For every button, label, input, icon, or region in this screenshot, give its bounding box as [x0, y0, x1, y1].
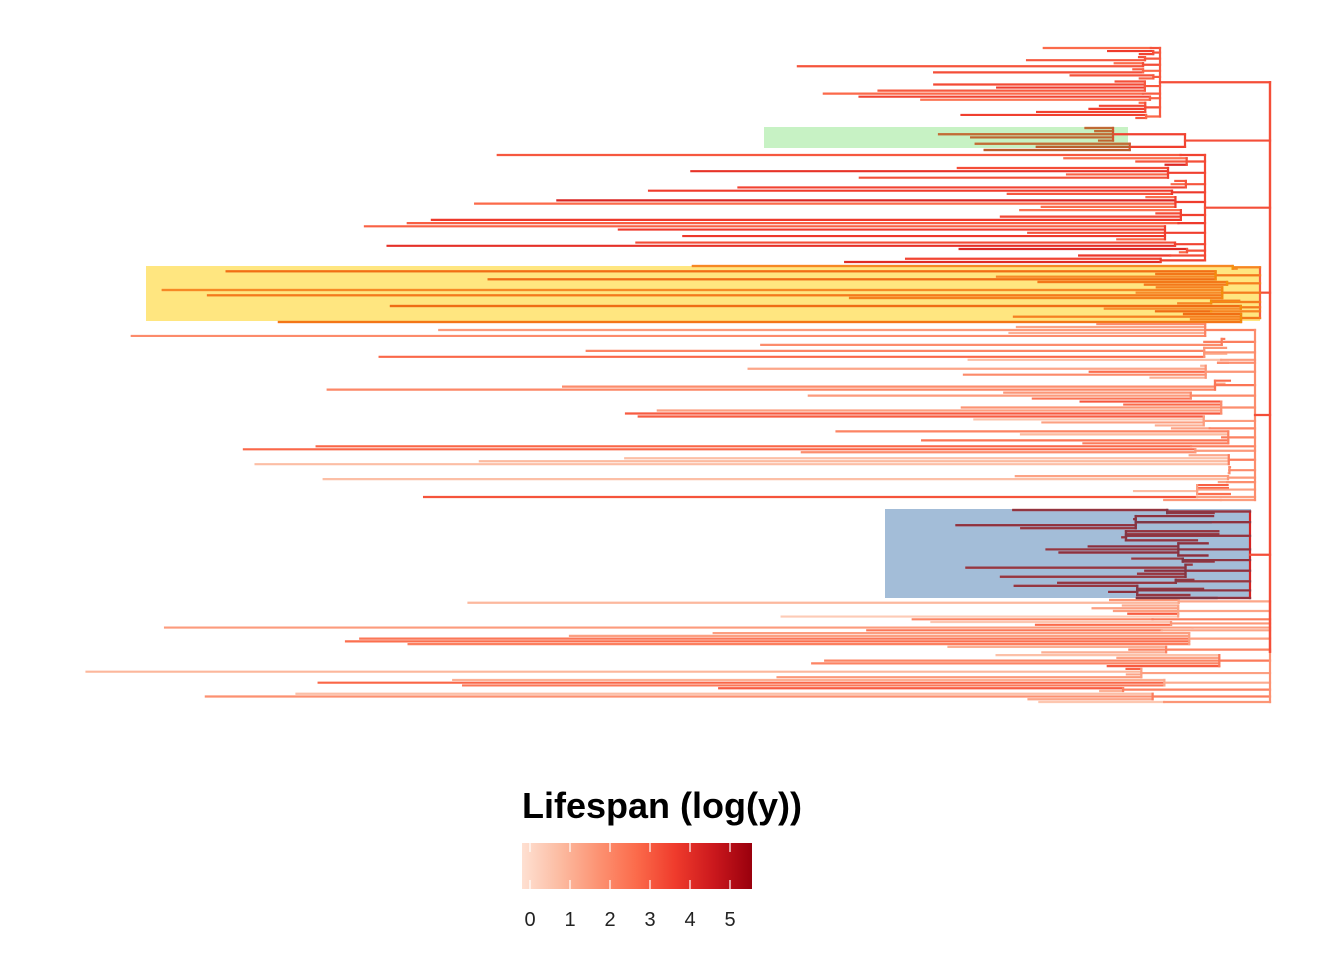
legend-ticks: 0 1 2 3 4 5	[524, 843, 736, 931]
legend-tick-label: 3	[644, 909, 655, 931]
clade-highlight-overlay	[161, 126, 1262, 600]
legend-tick-label: 0	[524, 909, 535, 931]
legend-tick-label: 5	[724, 909, 735, 931]
legend-tick-label: 2	[604, 909, 615, 931]
legend-tick-label: 4	[684, 909, 695, 931]
legend-tick-label: 1	[564, 909, 575, 931]
clade-highlight-box	[146, 266, 1260, 321]
legend-title: Lifespan (log(y))	[522, 785, 802, 826]
color-legend: Lifespan (log(y)) 0 1 2 3 4 5	[522, 785, 802, 931]
legend-colorbar	[522, 843, 752, 889]
